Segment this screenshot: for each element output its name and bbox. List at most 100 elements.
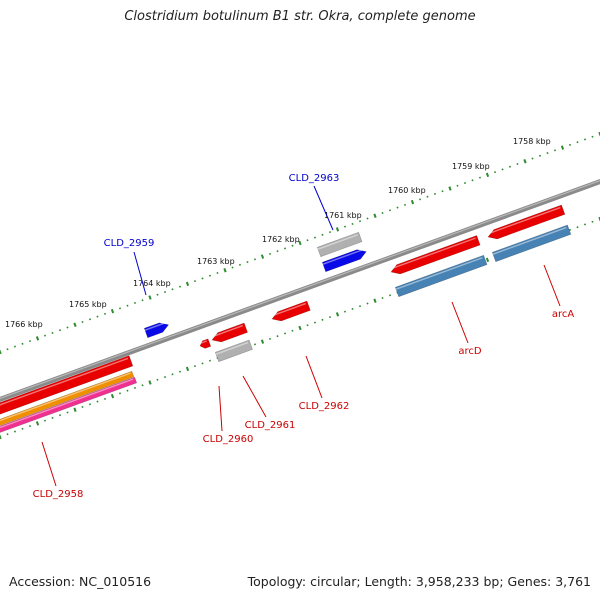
minor-tick xyxy=(81,405,84,409)
major-tick xyxy=(185,366,190,372)
minor-tick xyxy=(43,419,47,422)
minor-tick xyxy=(583,223,587,226)
scale-labels: 1758 kbp 1759 kbp 1760 kbp 1761 kbp 1762 kbp… xyxy=(5,137,551,329)
leader-line xyxy=(133,251,147,296)
gene-bar-arca-shine xyxy=(486,206,561,235)
gene-label: arcD xyxy=(458,346,482,357)
minor-tick xyxy=(13,430,17,433)
minor-tick xyxy=(178,285,182,288)
minor-tick xyxy=(381,211,384,215)
gene-bar-steel-1-shine xyxy=(395,257,483,290)
gene-bar-cld-2958-shine xyxy=(0,357,129,406)
minor-tick xyxy=(6,433,9,436)
minor-tick xyxy=(208,274,212,277)
scale-label: 1760 kbp xyxy=(388,186,426,195)
minor-tick xyxy=(478,176,482,179)
minor-tick xyxy=(426,195,429,198)
major-tick xyxy=(185,281,190,287)
gene-bar-cld-2959-shine xyxy=(144,322,166,331)
gene-label: CLD_2960 xyxy=(203,434,254,445)
minor-tick xyxy=(306,239,309,242)
minor-tick xyxy=(516,162,519,166)
minor-tick xyxy=(568,143,572,146)
minor-tick xyxy=(276,250,279,253)
gene-bar-steel-2 xyxy=(491,224,572,263)
minor-tick xyxy=(366,217,369,220)
gene-bar-steel-2-shine xyxy=(492,226,567,255)
minor-tick xyxy=(328,316,332,319)
minor-tick xyxy=(58,329,62,332)
minor-tick xyxy=(493,171,497,174)
minor-tick xyxy=(21,342,24,345)
minor-tick xyxy=(21,427,24,430)
gene-bar-cld-2962-shine xyxy=(270,302,306,317)
leader-line xyxy=(313,185,334,231)
minor-tick xyxy=(381,296,384,300)
leader-line xyxy=(242,375,267,418)
gene-bar-arca xyxy=(487,204,566,240)
minor-tick xyxy=(216,271,219,275)
minor-tick xyxy=(28,425,32,428)
major-tick xyxy=(0,434,2,440)
gene-bar-cld-2963 xyxy=(321,249,367,273)
outer-tick-ruler xyxy=(0,131,600,355)
minor-tick xyxy=(283,247,287,250)
minor-tick xyxy=(538,154,542,157)
map-title: Clostridium botulinum B1 str. Okra, comp… xyxy=(124,9,476,24)
major-tick xyxy=(260,254,265,259)
minor-tick xyxy=(568,228,572,231)
minor-tick xyxy=(126,304,129,307)
minor-tick xyxy=(193,280,197,283)
gene-label: CLD_2958 xyxy=(33,489,84,500)
gene-bar-cld-2958 xyxy=(0,355,134,415)
minor-tick xyxy=(156,378,159,381)
minor-tick xyxy=(508,165,512,168)
major-tick xyxy=(298,240,302,246)
gene-bar-arcd-shine xyxy=(389,237,476,270)
major-tick xyxy=(298,325,302,331)
gene-bar-cld-2962 xyxy=(271,300,311,322)
minor-tick xyxy=(66,411,69,414)
minor-tick xyxy=(133,301,137,304)
minor-tick xyxy=(313,321,317,324)
minor-tick xyxy=(471,179,474,182)
minor-tick xyxy=(88,318,92,321)
minor-tick xyxy=(6,348,9,351)
minor-tick xyxy=(591,135,594,138)
gene-bar-orange-shine xyxy=(0,372,131,422)
minor-tick xyxy=(81,320,84,324)
minor-tick xyxy=(88,403,92,406)
scale-label: 1763 kbp xyxy=(197,257,235,266)
minor-tick xyxy=(163,376,167,379)
minor-tick xyxy=(366,302,369,305)
leader-line xyxy=(218,385,223,432)
minor-tick xyxy=(253,343,257,346)
major-tick xyxy=(410,199,415,205)
scale-label: 1762 kbp xyxy=(262,235,300,244)
minor-tick xyxy=(268,252,272,255)
minor-tick xyxy=(306,324,309,327)
leader-line xyxy=(305,355,323,399)
gene-label: CLD_2962 xyxy=(299,401,350,412)
minor-tick xyxy=(328,231,332,234)
minor-tick xyxy=(313,236,317,239)
genome-backbone xyxy=(0,178,600,403)
minor-tick xyxy=(58,414,62,417)
topology-label: Topology: circular; Length: 3,958,233 bp… xyxy=(247,574,591,589)
minor-tick xyxy=(171,288,174,291)
minor-tick xyxy=(51,331,54,334)
minor-tick xyxy=(553,149,557,152)
gene-bar-grey-shine xyxy=(317,234,358,250)
gene-bar-grey-2 xyxy=(214,339,253,363)
minor-tick xyxy=(231,266,234,269)
genome-backbone-highlight xyxy=(0,179,600,400)
major-tick xyxy=(223,268,227,273)
scale-label: 1766 kbp xyxy=(5,320,43,329)
minor-tick xyxy=(43,334,47,337)
minor-tick xyxy=(343,225,347,228)
scale-label: 1765 kbp xyxy=(69,300,107,309)
minor-tick xyxy=(201,362,204,365)
minor-tick xyxy=(388,294,392,297)
minor-tick xyxy=(358,305,362,308)
